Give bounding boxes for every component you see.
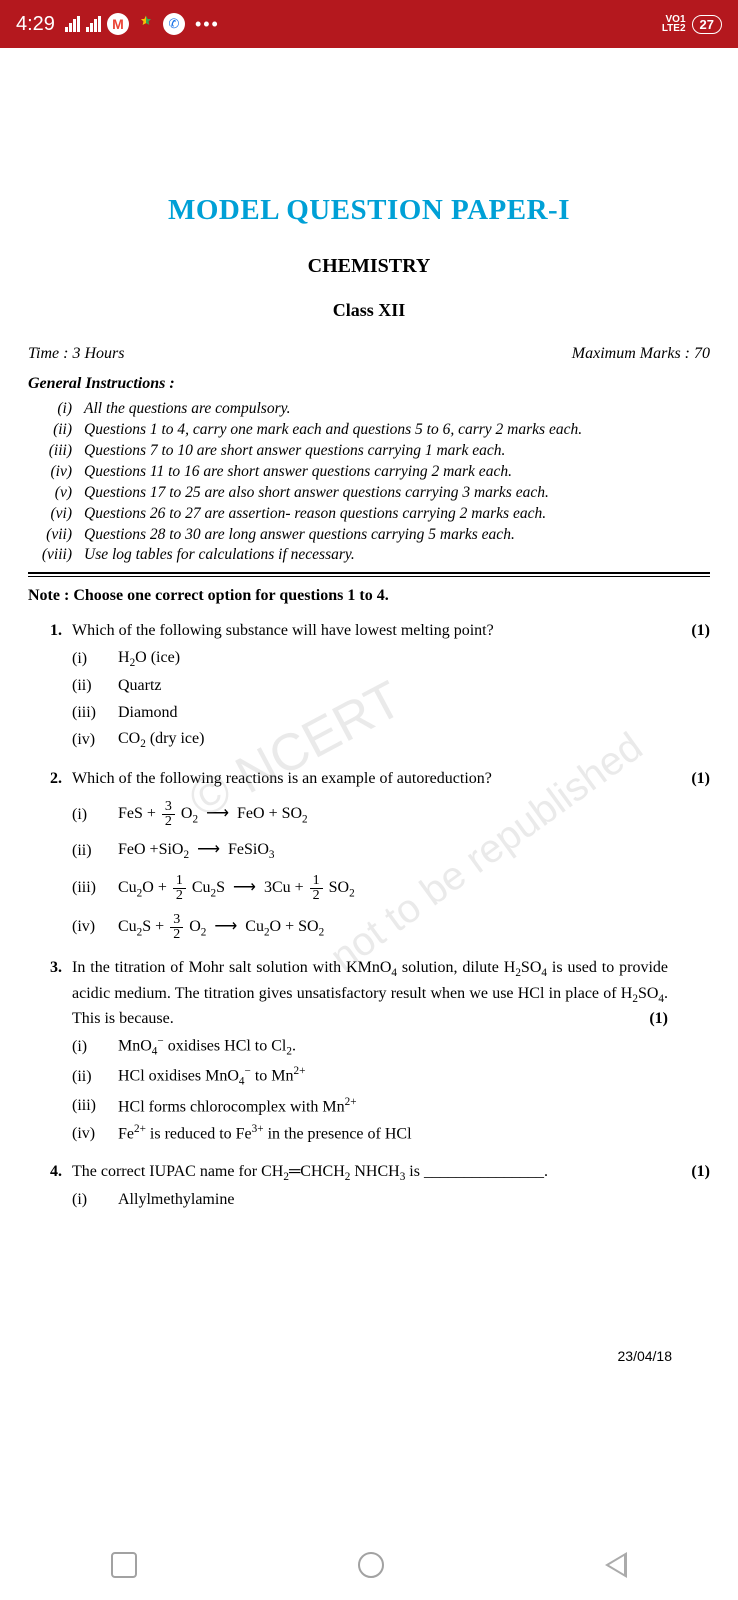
instruction-item: (iii)Questions 7 to 10 are short answer … — [28, 441, 710, 462]
question-number: 1. — [28, 619, 72, 753]
instruction-item: (iv)Questions 11 to 16 are short answer … — [28, 462, 710, 483]
class-heading: Class XII — [28, 300, 710, 321]
extension-icon — [135, 13, 157, 35]
option-text: Cu2S + 32 O2 ⟶ Cu2O + SO2 — [118, 913, 668, 942]
instruction-item: (i)All the questions are compulsory. — [28, 399, 710, 420]
instruction-item: (vi)Questions 26 to 27 are assertion- re… — [28, 504, 710, 525]
instruction-item: (v)Questions 17 to 25 are also short ans… — [28, 483, 710, 504]
home-button[interactable] — [358, 1552, 384, 1578]
option-text: FeO +SiO2 ⟶ FeSiO3 — [118, 839, 668, 864]
recent-apps-button[interactable] — [111, 1552, 137, 1578]
option-text: CO2 (dry ice) — [118, 728, 668, 753]
question-text: The correct IUPAC name for CH2═CHCH2 NHC… — [72, 1163, 548, 1180]
marks-label: Maximum Marks : 70 — [572, 345, 710, 363]
option: (i)H2O (ice) — [72, 647, 668, 672]
option-text: MnO4− oxidises HCl to Cl2. — [118, 1034, 668, 1060]
instruction-item: (ii)Questions 1 to 4, carry one mark eac… — [28, 420, 710, 441]
options-list: (i)MnO4− oxidises HCl to Cl2. (ii)HCl ox… — [72, 1034, 668, 1146]
option-text: HCl forms chlorocomplex with Mn2+ — [118, 1095, 668, 1119]
question-1: 1. Which of the following substance will… — [28, 619, 710, 753]
option: (ii)Quartz — [72, 675, 668, 697]
question-number: 2. — [28, 767, 72, 942]
options-list: (i)H2O (ice) (ii)Quartz (iii)Diamond (iv… — [72, 647, 668, 754]
option: (ii)FeO +SiO2 ⟶ FeSiO3 — [72, 839, 668, 864]
question-marks: (1) — [676, 619, 710, 753]
option: (ii)HCl oxidises MnO4− to Mn2+ — [72, 1064, 668, 1090]
option: (iv)Fe2+ is reduced to Fe3+ in the prese… — [72, 1122, 668, 1146]
gmail-icon: M — [107, 13, 129, 35]
instructions-list: (i)All the questions are compulsory. (ii… — [28, 399, 710, 566]
question-4: 4. The correct IUPAC name for CH2═CHCH2 … — [28, 1160, 710, 1212]
clock-time: 4:29 — [16, 13, 55, 36]
signal-icon-2 — [86, 16, 101, 32]
question-body: In the titration of Mohr salt solution w… — [72, 956, 676, 1146]
question-marks-spacer — [676, 956, 710, 1146]
question-2: 2. Which of the following reactions is a… — [28, 767, 710, 942]
option: (i)FeS + 32 O2 ⟶ FeO + SO2 — [72, 800, 668, 829]
question-text: In the titration of Mohr salt solution w… — [72, 959, 668, 1027]
question-marks: (1) — [676, 1160, 710, 1212]
phone-icon: ✆ — [163, 13, 185, 35]
instruction-item: (viii)Use log tables for calculations if… — [28, 545, 710, 566]
option: (iv)Cu2S + 32 O2 ⟶ Cu2O + SO2 — [72, 913, 668, 942]
option-text: Diamond — [118, 702, 668, 724]
footer-date: 23/04/18 — [618, 1348, 673, 1364]
question-3: 3. In the titration of Mohr salt solutio… — [28, 956, 710, 1146]
option-text: HCl oxidises MnO4− to Mn2+ — [118, 1064, 668, 1090]
question-text: Which of the following reactions is an e… — [72, 770, 492, 787]
network-icon: VO1 LTE2 — [662, 15, 686, 33]
status-left: 4:29 M ✆ ••• — [16, 13, 662, 36]
option-text: FeS + 32 O2 ⟶ FeO + SO2 — [118, 800, 668, 829]
question-text: Which of the following substance will ha… — [72, 622, 494, 639]
options-list: (i)FeS + 32 O2 ⟶ FeO + SO2 (ii)FeO +SiO2… — [72, 800, 668, 942]
document-page: MODEL QUESTION PAPER-I CHEMISTRY Class X… — [0, 48, 738, 1232]
question-body: Which of the following reactions is an e… — [72, 767, 676, 942]
time-label: Time : 3 Hours — [28, 345, 124, 363]
option-text: Quartz — [118, 675, 668, 697]
instruction-item: (vii)Questions 28 to 30 are long answer … — [28, 525, 710, 546]
general-instructions-heading: General Instructions : — [28, 375, 710, 393]
option-text: Fe2+ is reduced to Fe3+ in the presence … — [118, 1122, 668, 1146]
status-right: VO1 LTE2 27 — [662, 15, 722, 34]
question-number: 4. — [28, 1160, 72, 1212]
option-text: H2O (ice) — [118, 647, 668, 672]
question-marks: (1) — [649, 1007, 668, 1030]
question-body: The correct IUPAC name for CH2═CHCH2 NHC… — [72, 1160, 676, 1212]
android-status-bar: 4:29 M ✆ ••• VO1 LTE2 27 — [0, 0, 738, 48]
android-nav-bar — [0, 1530, 738, 1600]
subject-heading: CHEMISTRY — [28, 255, 710, 278]
question-marks: (1) — [676, 767, 710, 942]
option: (iii)Diamond — [72, 702, 668, 724]
option: (i)MnO4− oxidises HCl to Cl2. — [72, 1034, 668, 1060]
option: (iv)CO2 (dry ice) — [72, 728, 668, 753]
back-button[interactable] — [605, 1552, 627, 1578]
option-text: Cu2O + 12 Cu2S ⟶ 3Cu + 12 SO2 — [118, 874, 668, 903]
meta-row: Time : 3 Hours Maximum Marks : 70 — [28, 345, 710, 363]
option-text: Allylmethylamine — [118, 1189, 668, 1211]
option: (iii)HCl forms chlorocomplex with Mn2+ — [72, 1095, 668, 1119]
option: (i)Allylmethylamine — [72, 1189, 668, 1211]
divider — [28, 572, 710, 577]
option: (iii)Cu2O + 12 Cu2S ⟶ 3Cu + 12 SO2 — [72, 874, 668, 903]
note-heading: Note : Choose one correct option for que… — [28, 587, 710, 605]
signal-icon — [65, 16, 80, 32]
more-icon: ••• — [195, 14, 220, 35]
options-list: (i)Allylmethylamine — [72, 1189, 668, 1211]
question-number: 3. — [28, 956, 72, 1146]
battery-icon: 27 — [692, 15, 722, 34]
paper-title: MODEL QUESTION PAPER-I — [28, 194, 710, 227]
question-body: Which of the following substance will ha… — [72, 619, 676, 753]
